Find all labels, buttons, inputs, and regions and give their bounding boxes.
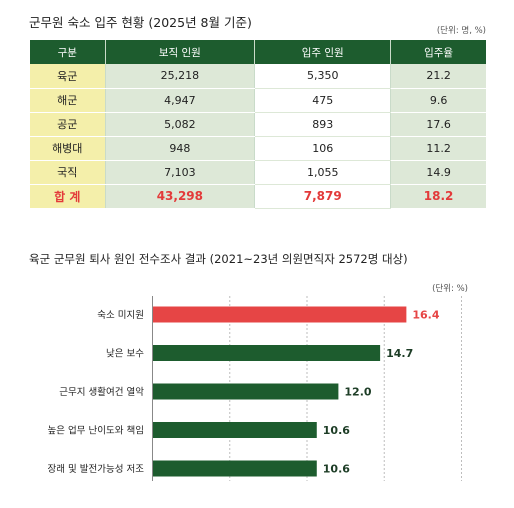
chart-title: 육군 군무원 퇴사 원인 전수조사 결과 (2021~23년 의원면직자 257…: [29, 252, 408, 266]
table-title: 군무원 숙소 입주 현황 (2025년 8월 기준): [29, 15, 252, 30]
value-label: 10.6: [323, 463, 350, 476]
bar: [153, 345, 381, 361]
bar: [153, 460, 317, 477]
table-total-row: 합 계 43,298 7,879 18.2: [30, 184, 486, 209]
table-unit: (단위: 명, %): [436, 26, 486, 36]
occupancy-table: 구분 보직 인원 입주 인원 입주율 육군 25,218 5,350 21.2 …: [30, 40, 486, 209]
bar: [153, 422, 317, 438]
cell-occupants: 893: [254, 112, 392, 137]
bar: [153, 306, 407, 323]
category-label: 장래 및 발전가능성 저조: [48, 463, 145, 475]
table-row: 해병대 948 106 11.2: [30, 136, 486, 161]
cell-occupants: 1,055: [254, 160, 392, 185]
cell-occupants: 5,350: [254, 64, 392, 89]
table-row: 공군 5,082 893 17.6: [30, 112, 486, 137]
row-label: 해군: [30, 88, 106, 113]
category-label: 낮은 보수: [106, 349, 144, 360]
value-label: 16.4: [412, 309, 439, 322]
category-label: 숙소 미지원: [97, 310, 144, 321]
value-label: 12.0: [344, 386, 371, 399]
value-label: 10.6: [323, 424, 350, 437]
row-label: 공군: [30, 112, 106, 137]
row-label: 국직: [30, 160, 106, 185]
value-label: 14.7: [386, 347, 413, 360]
cell-rate: 9.6: [390, 88, 486, 113]
header-occupants: 입주 인원: [254, 40, 392, 64]
header-assigned: 보직 인원: [105, 40, 256, 64]
cell-assigned: 25,218: [105, 64, 256, 89]
chart-unit: (단위: %): [432, 284, 468, 294]
table-row: 육군 25,218 5,350 21.2: [30, 64, 486, 89]
cell-assigned: 7,103: [105, 160, 256, 185]
header-category: 구분: [30, 40, 106, 64]
cell-assigned: 4,947: [105, 88, 256, 113]
cell-rate: 11.2: [390, 136, 486, 161]
bar: [153, 383, 339, 400]
cell-rate: 21.2: [390, 64, 486, 89]
cell-occupants: 475: [254, 88, 392, 113]
category-label: 근무지 생활여건 열악: [59, 386, 144, 398]
row-label: 육군: [30, 64, 106, 89]
cell-assigned: 5,082: [105, 112, 256, 137]
cell-rate: 17.6: [390, 112, 486, 137]
total-occupants: 7,879: [254, 184, 392, 209]
header-rate: 입주율: [390, 40, 486, 64]
cell-occupants: 106: [254, 136, 392, 161]
table-row: 해군 4,947 475 9.6: [30, 88, 486, 113]
total-assigned: 43,298: [105, 184, 256, 209]
row-label: 해병대: [30, 136, 106, 161]
table-header-row: 구분 보직 인원 입주 인원 입주율: [30, 40, 486, 64]
total-rate: 18.2: [390, 184, 486, 209]
category-label: 높은 업무 난이도와 책임: [48, 425, 144, 437]
table-row: 국직 7,103 1,055 14.9: [30, 160, 486, 185]
total-label: 합 계: [30, 184, 106, 209]
cell-rate: 14.9: [390, 160, 486, 185]
cell-assigned: 948: [105, 136, 256, 161]
